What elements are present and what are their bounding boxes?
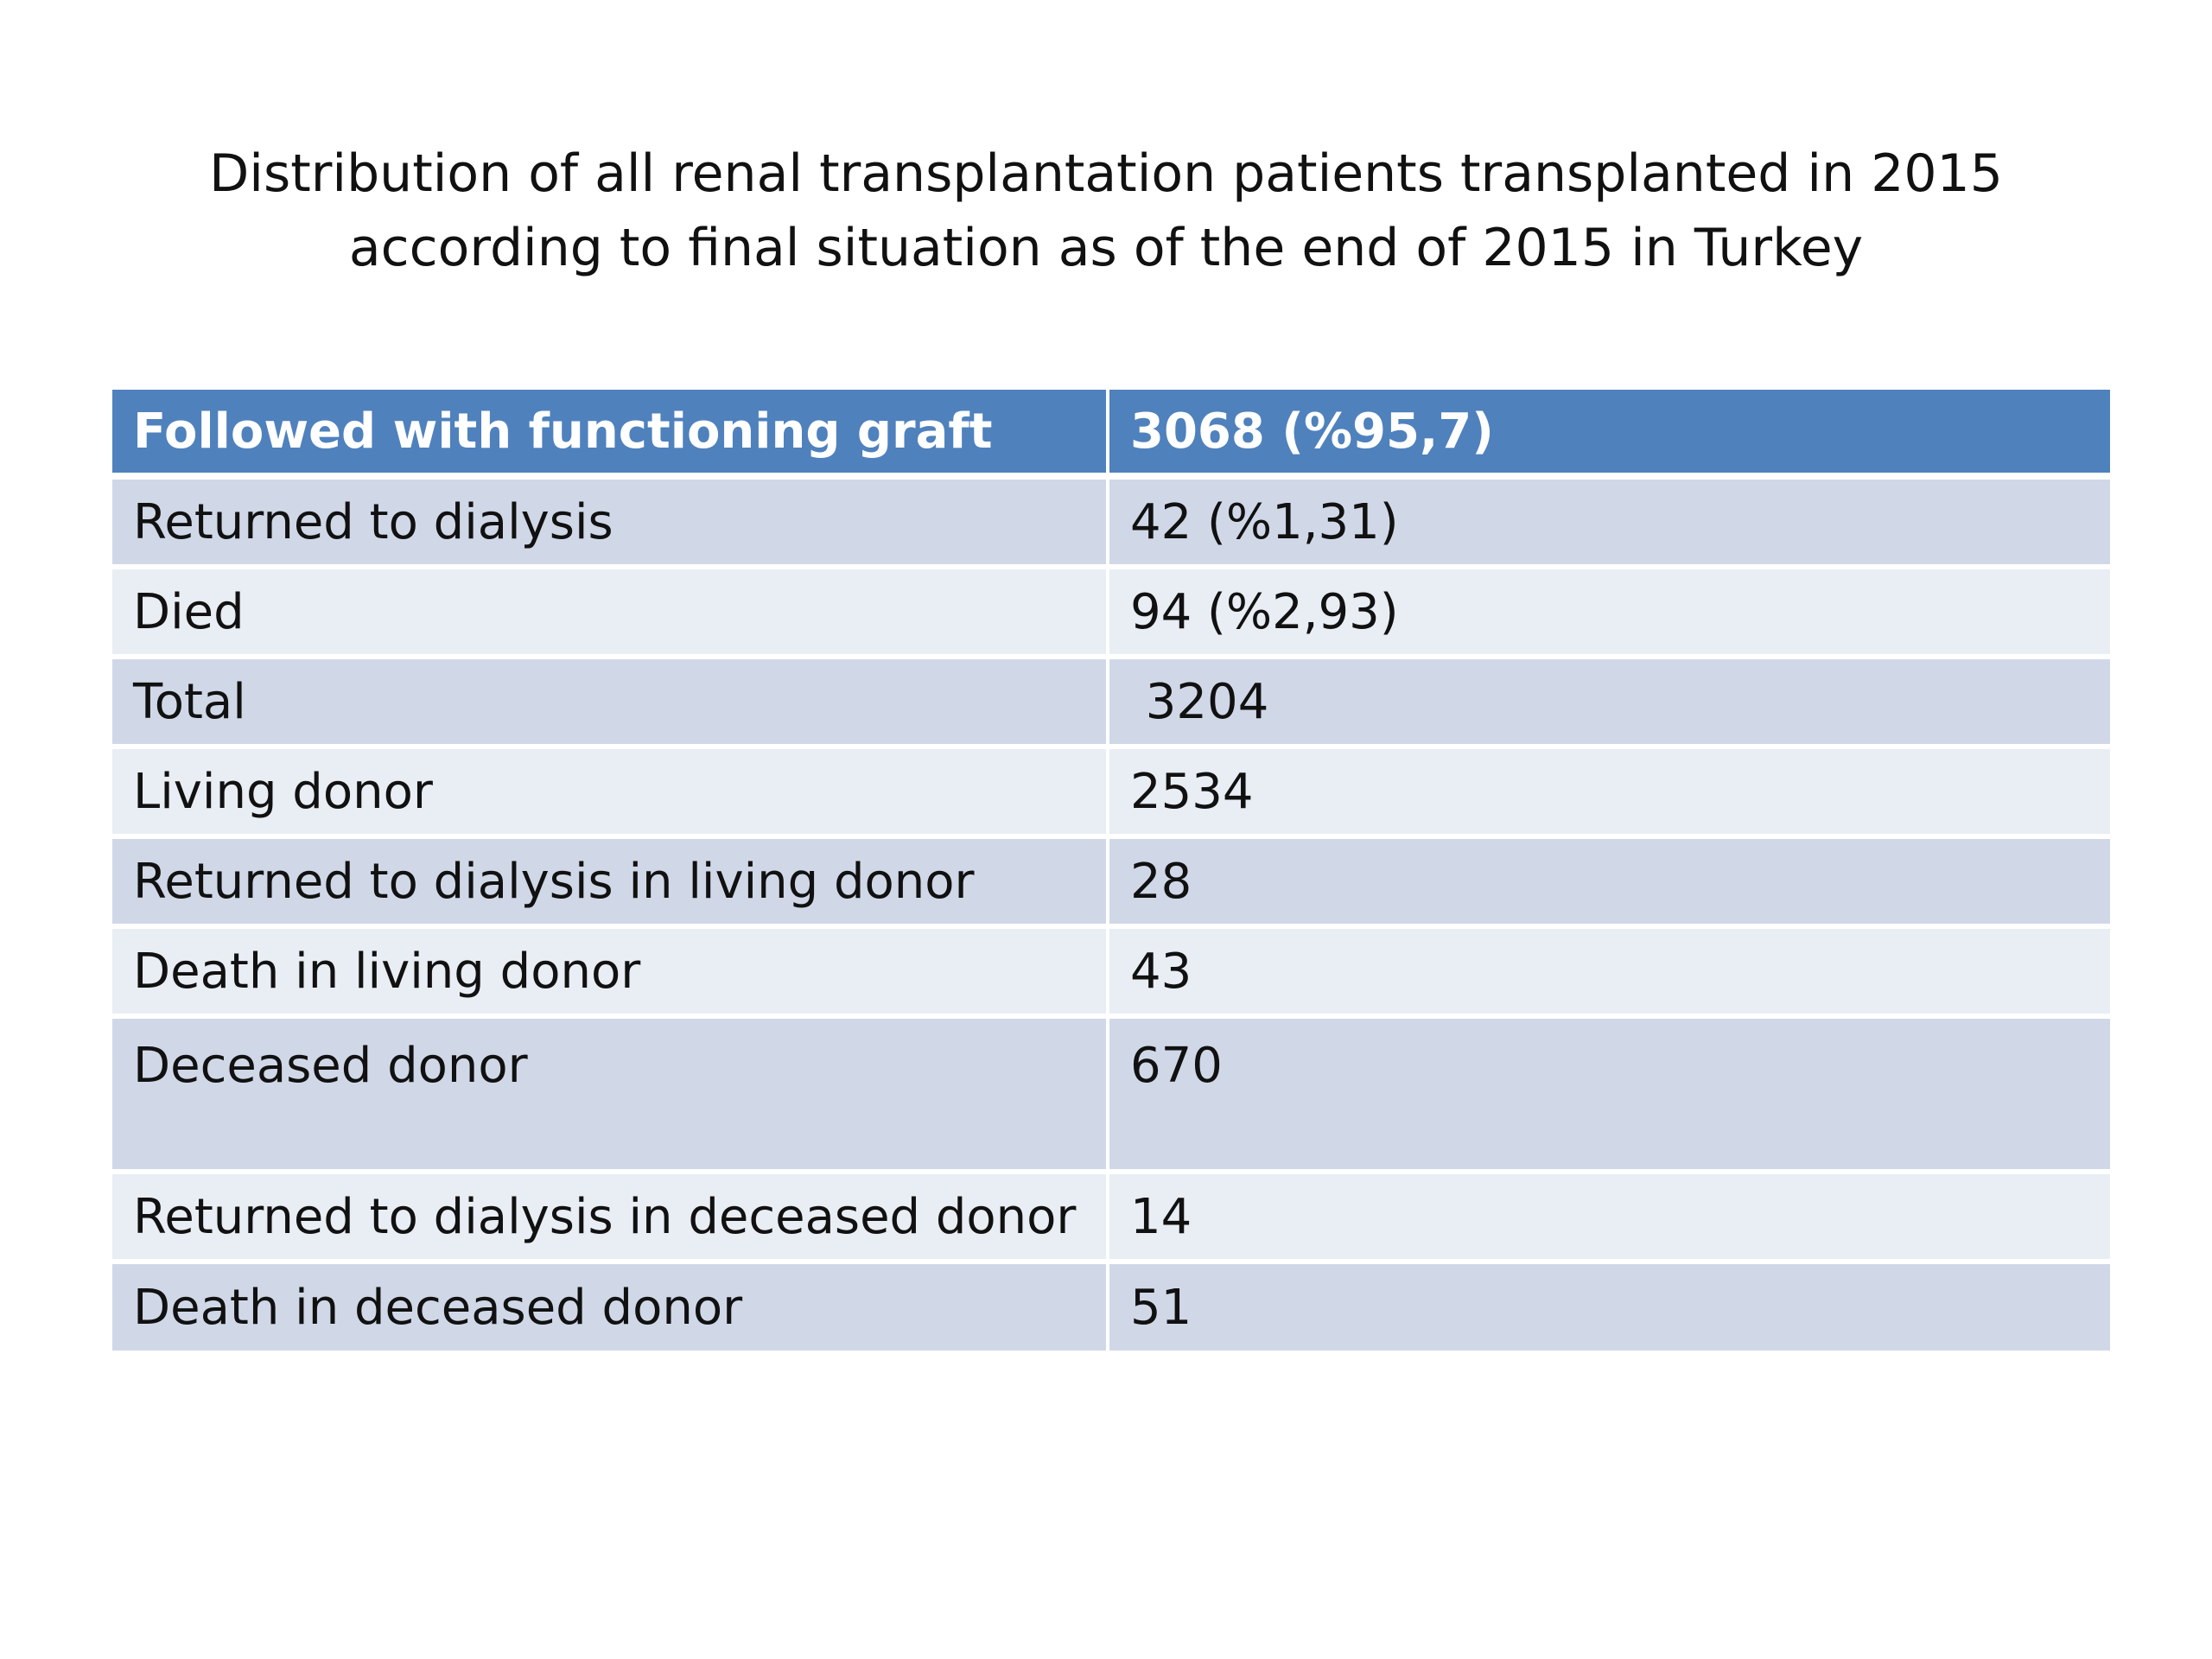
slide-title-line-1: Distribution of all renal transplantatio…	[209, 143, 2003, 204]
row-label: Returned to dialysis in deceased donor	[112, 1174, 1109, 1264]
row-value: 2534	[1109, 749, 2110, 839]
table-row: Returned to dialysis in deceased donor 1…	[112, 1174, 2110, 1264]
row-value: 43	[1109, 929, 2110, 1019]
row-label: Deceased donor	[112, 1019, 1109, 1174]
row-value: 42 (%1,31)	[1109, 480, 2110, 569]
row-label: Living donor	[112, 749, 1109, 839]
table-row: Living donor 2534	[112, 749, 2110, 839]
row-value: 94 (%2,93)	[1109, 569, 2110, 659]
table-row: Total 3204	[112, 659, 2110, 749]
row-label: Followed with functioning graft	[112, 390, 1109, 480]
transplant-outcome-table: Followed with functioning graft 3068 (%9…	[112, 390, 2110, 1351]
table-row: Death in deceased donor 51	[112, 1264, 2110, 1351]
row-value: 51	[1109, 1264, 2110, 1351]
row-value: 3068 (%95,7)	[1109, 390, 2110, 480]
row-label: Death in deceased donor	[112, 1264, 1109, 1351]
slide-title-line-2: according to final situation as of the e…	[348, 218, 1864, 278]
row-value: 670	[1109, 1019, 2110, 1174]
row-label: Total	[112, 659, 1109, 749]
row-value: 14	[1109, 1174, 2110, 1264]
table-row: Death in living donor 43	[112, 929, 2110, 1019]
row-label: Returned to dialysis	[112, 480, 1109, 569]
row-label: Returned to dialysis in living donor	[112, 839, 1109, 929]
row-value: 28	[1109, 839, 2110, 929]
table-row: Returned to dialysis in living donor 28	[112, 839, 2110, 929]
row-label: Died	[112, 569, 1109, 659]
table-row: Deceased donor 670	[112, 1019, 2110, 1174]
row-value: 3204	[1109, 659, 2110, 749]
table-row: Followed with functioning graft 3068 (%9…	[112, 390, 2110, 480]
row-label: Death in living donor	[112, 929, 1109, 1019]
slide-title: Distribution of all renal transplantatio…	[0, 137, 2212, 285]
table-row: Died 94 (%2,93)	[112, 569, 2110, 659]
table-row: Returned to dialysis 42 (%1,31)	[112, 480, 2110, 569]
